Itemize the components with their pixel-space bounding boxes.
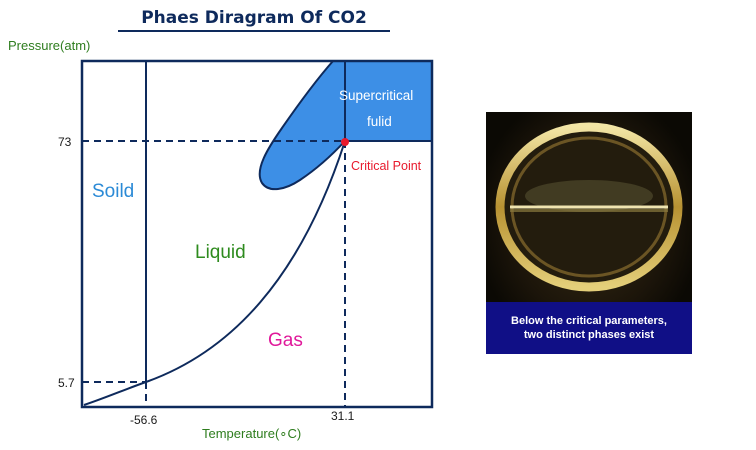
x-axis-label: Temperature(∘C) — [202, 426, 301, 441]
critical-point-marker — [341, 138, 349, 146]
plot-frame — [80, 59, 434, 409]
photo-caption-line2: two distinct phases exist — [523, 329, 655, 341]
photo-caption-line1: Below the critical parameters, — [511, 315, 667, 327]
region-solid-label: Soild — [92, 181, 134, 202]
critical-point-label: Critical Point — [351, 159, 422, 173]
photo-caption: Below the critical parameters, two disti… — [486, 302, 692, 354]
supercritical-tongue — [258, 60, 346, 191]
region-supercritical-label-2: fulid — [367, 114, 392, 129]
region-liquid-label: Liquid — [195, 242, 246, 263]
phase-photo: Below the critical parameters, two disti… — [486, 112, 692, 354]
tick-t-triple: -56.6 — [130, 413, 158, 427]
phase-diagram: Pressure(atm) Temperature(∘C) 73 5.7 -56… — [8, 38, 434, 441]
tick-p-triple: 5.7 — [58, 376, 75, 390]
region-supercritical-label: Supercritical — [339, 88, 413, 103]
tick-p-critical: 73 — [58, 135, 72, 149]
vaporization-curve — [83, 140, 346, 406]
tick-t-critical: 31.1 — [331, 409, 355, 423]
region-gas-label: Gas — [268, 330, 303, 351]
diagram-title: Phaes Diragram Of CO2 — [118, 8, 390, 32]
y-axis-label: Pressure(atm) — [8, 38, 90, 53]
